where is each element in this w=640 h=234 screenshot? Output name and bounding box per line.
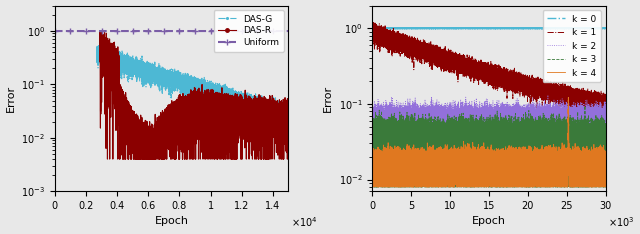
DAS-G xyxy=(282,111,289,114)
DAS-G xyxy=(285,108,292,110)
Line: DAS-G: DAS-G xyxy=(95,40,290,132)
k = 3 xyxy=(394,153,401,156)
DAS-G xyxy=(284,110,292,112)
Y-axis label: Error: Error xyxy=(323,85,333,112)
k = 0 xyxy=(589,26,597,29)
k = 0 xyxy=(571,27,579,30)
k = 0 xyxy=(492,27,499,30)
k = 1 xyxy=(419,47,427,49)
k = 2 xyxy=(571,130,579,132)
Uniform xyxy=(260,30,268,33)
k = 0 xyxy=(419,27,427,30)
k = 0 xyxy=(431,27,439,30)
k = 2 xyxy=(394,123,401,126)
Line: k = 0: k = 0 xyxy=(372,28,605,29)
k = 4 xyxy=(376,167,383,170)
k = 4 xyxy=(564,96,572,99)
Legend: DAS-G, DAS-R, Uniform: DAS-G, DAS-R, Uniform xyxy=(214,10,284,51)
k = 3 xyxy=(571,142,579,145)
Text: $\times 10^{4}$: $\times 10^{4}$ xyxy=(291,215,317,229)
Line: k = 3: k = 3 xyxy=(372,106,605,187)
k = 1 xyxy=(571,96,579,99)
Line: k = 4: k = 4 xyxy=(372,97,605,187)
k = 4 xyxy=(424,168,432,171)
k = 1 xyxy=(372,21,380,24)
DAS-R xyxy=(282,110,289,112)
DAS-G xyxy=(156,69,164,72)
k = 2 xyxy=(419,118,427,121)
Uniform xyxy=(51,30,59,33)
DAS-R xyxy=(285,114,292,117)
Line: k = 1: k = 1 xyxy=(372,22,605,120)
Line: DAS-R: DAS-R xyxy=(99,29,290,161)
k = 3 xyxy=(492,131,499,134)
DAS-G xyxy=(260,103,268,106)
X-axis label: Epoch: Epoch xyxy=(472,216,506,227)
Uniform xyxy=(284,30,292,33)
k = 4 xyxy=(368,162,376,165)
k = 3 xyxy=(376,138,383,141)
Uniform xyxy=(285,30,292,33)
k = 0 xyxy=(602,27,609,30)
k = 0 xyxy=(376,27,383,30)
k = 4 xyxy=(602,158,609,161)
k = 3 xyxy=(581,105,589,107)
DAS-G xyxy=(254,103,262,106)
Uniform xyxy=(200,30,208,33)
DAS-R xyxy=(156,120,164,122)
DAS-G xyxy=(200,94,208,97)
k = 2 xyxy=(368,147,376,150)
k = 2 xyxy=(544,94,552,97)
k = 4 xyxy=(394,154,401,157)
DAS-R xyxy=(284,108,292,111)
k = 3 xyxy=(602,143,609,146)
k = 0 xyxy=(424,27,432,30)
k = 2 xyxy=(424,122,432,125)
k = 1 xyxy=(602,102,609,104)
DAS-R xyxy=(260,104,268,107)
Uniform xyxy=(282,30,289,33)
DAS-R xyxy=(200,104,208,107)
k = 2 xyxy=(492,122,499,124)
DAS-R xyxy=(254,133,262,136)
k = 4 xyxy=(492,161,499,164)
Uniform xyxy=(156,30,164,33)
Text: $\times 10^{3}$: $\times 10^{3}$ xyxy=(608,215,634,229)
k = 0 xyxy=(368,27,376,30)
k = 3 xyxy=(368,147,376,150)
Uniform xyxy=(254,30,262,33)
k = 4 xyxy=(419,177,427,179)
k = 0 xyxy=(394,27,401,30)
k = 1 xyxy=(394,44,401,46)
k = 4 xyxy=(369,185,376,188)
Line: k = 2: k = 2 xyxy=(372,95,605,174)
k = 1 xyxy=(424,52,432,55)
X-axis label: Epoch: Epoch xyxy=(155,216,189,227)
k = 1 xyxy=(376,36,383,38)
k = 2 xyxy=(376,136,383,139)
k = 2 xyxy=(370,172,378,175)
k = 3 xyxy=(369,185,376,188)
k = 4 xyxy=(571,167,579,169)
k = 2 xyxy=(602,129,609,132)
k = 1 xyxy=(492,77,499,80)
Line: Uniform: Uniform xyxy=(51,28,292,34)
k = 3 xyxy=(424,161,432,163)
Y-axis label: Error: Error xyxy=(6,85,15,112)
k = 1 xyxy=(600,118,608,121)
Legend: k = 0, k = 1, k = 2, k = 3, k = 4: k = 0, k = 1, k = 2, k = 3, k = 4 xyxy=(543,10,601,82)
k = 1 xyxy=(368,28,376,31)
k = 3 xyxy=(419,144,427,147)
